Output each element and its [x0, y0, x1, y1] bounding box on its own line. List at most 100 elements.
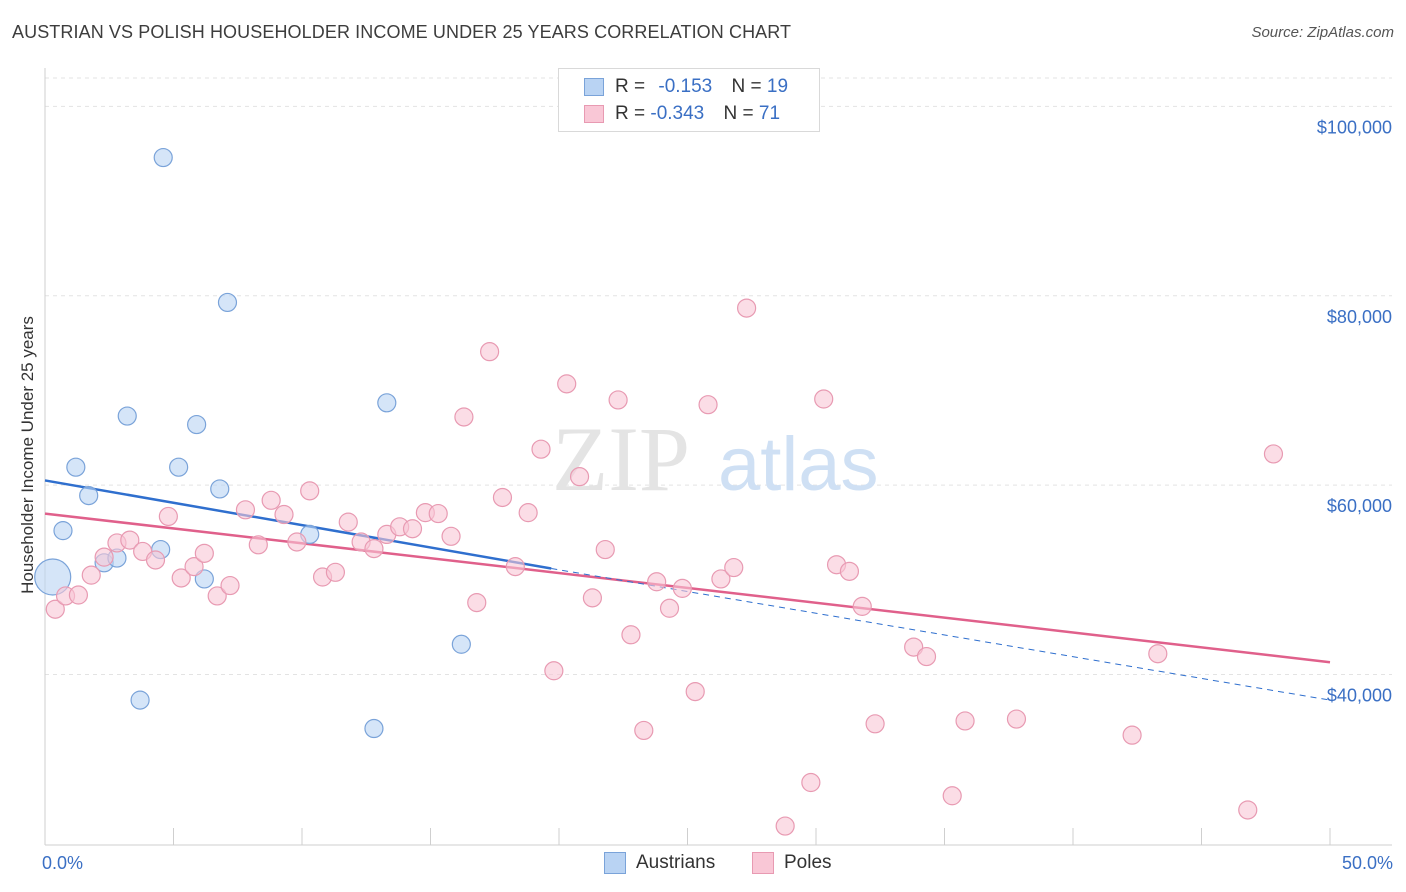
legend-n-value: 19 — [766, 76, 789, 97]
bottom-legend-label-poles: Poles — [784, 852, 832, 873]
pole-point — [220, 575, 240, 596]
pole-point — [531, 439, 551, 459]
austrian-point — [364, 718, 384, 739]
pole-point — [634, 720, 654, 741]
pole-point — [557, 374, 577, 394]
pole-point — [505, 557, 525, 577]
pole-point — [480, 342, 500, 362]
pole-point — [194, 543, 214, 563]
pole-point — [544, 661, 564, 681]
austrian-point — [217, 292, 238, 313]
pole-point — [467, 592, 487, 613]
y-tick-label: $60,000 — [1327, 496, 1392, 516]
pole-point — [261, 490, 281, 510]
bottom-legend-austrians: Austrians — [604, 852, 715, 874]
austrian-point — [169, 457, 189, 477]
legend-swatch-austrians — [584, 78, 604, 96]
pole-point — [698, 395, 718, 415]
pole-point — [1263, 444, 1284, 464]
pole-point — [428, 503, 448, 524]
legend-r-label: R = — [615, 103, 651, 124]
legend-n-label: N = — [723, 103, 759, 124]
austrian-point — [79, 485, 99, 506]
watermark-atlas: atlas — [718, 422, 879, 507]
pole-point — [582, 588, 603, 608]
pole-point — [145, 550, 166, 570]
pole-point — [300, 481, 320, 501]
pole-point — [569, 467, 590, 487]
pole-point — [852, 596, 872, 616]
legend-swatch-poles — [584, 105, 604, 123]
pole-point — [274, 504, 294, 525]
pole-point — [659, 598, 680, 618]
pole-point — [942, 786, 962, 806]
austrian-point — [117, 406, 137, 426]
pole-point — [235, 500, 256, 520]
pole-point — [441, 526, 461, 546]
legend-r-value: -0.153 — [658, 76, 713, 97]
austrian-point — [153, 147, 173, 168]
legend: R = -0.153 N = 19 R = -0.343 N = 71 — [558, 68, 820, 132]
pole-point — [454, 407, 474, 427]
legend-r-label: R = — [615, 76, 651, 97]
chart-title: AUSTRIAN VS POLISH HOUSEHOLDER INCOME UN… — [12, 22, 792, 42]
pole-point — [595, 539, 615, 560]
pole-point — [492, 487, 513, 508]
pole-point — [94, 547, 114, 567]
x-tick-label: 0.0% — [42, 853, 83, 873]
austrian-point — [53, 521, 73, 541]
pole-point — [1238, 800, 1258, 820]
source-label: Source: ZipAtlas.com — [1251, 24, 1394, 41]
pole-point — [81, 565, 101, 585]
bottom-legend-poles: Poles — [752, 852, 832, 874]
pole-point — [364, 539, 384, 559]
austrian-point — [451, 634, 471, 654]
pole-point — [158, 506, 178, 527]
legend-r-value: -0.343 — [650, 103, 705, 124]
austrian-point — [377, 393, 397, 413]
x-tick-label: 50.0% — [1342, 853, 1393, 873]
austrians-trend-extension — [551, 568, 1331, 701]
watermark-zip: ZIP — [552, 408, 690, 510]
pole-point — [518, 503, 538, 523]
austrian-point — [210, 479, 230, 499]
pole-point — [338, 512, 358, 532]
pole-point — [325, 562, 346, 582]
pole-point — [814, 389, 834, 409]
bottom-legend-swatch-austrians — [604, 852, 626, 874]
bottom-legend-label-austrians: Austrians — [636, 852, 716, 873]
pole-point — [737, 298, 757, 318]
legend-n-value: 71 — [758, 103, 781, 124]
pole-point — [1148, 644, 1168, 664]
pole-point — [287, 532, 307, 552]
pole-point — [402, 519, 423, 539]
pole-point — [608, 390, 628, 410]
pole-point — [621, 625, 641, 645]
pole-point — [248, 535, 268, 555]
data-points — [34, 147, 1284, 836]
pole-point — [839, 561, 860, 581]
y-tick-label: $40,000 — [1327, 686, 1392, 706]
pole-point — [672, 578, 692, 598]
tick-labels: $100,000 $80,000 $60,000 $40,000 0.0% 50.0% — [42, 117, 1393, 873]
pole-point — [171, 568, 191, 588]
austrian-point — [34, 558, 72, 596]
pole-point — [1122, 725, 1142, 745]
pole-point — [68, 585, 89, 605]
pole-point — [120, 530, 140, 550]
pole-point — [865, 714, 885, 734]
legend-n-label: N = — [731, 76, 767, 97]
pole-point — [904, 637, 924, 657]
pole-point — [45, 599, 65, 619]
austrians-trend-line — [44, 479, 552, 570]
austrian-point — [66, 457, 86, 477]
austrian-point — [130, 690, 150, 710]
y-tick-label: $100,000 — [1317, 117, 1392, 137]
pole-point — [685, 681, 705, 702]
pole-point — [711, 569, 731, 589]
pole-point — [916, 646, 937, 667]
watermark: ZIP atlas — [552, 408, 879, 510]
bottom-legend: Austrians Poles — [0, 852, 1406, 878]
austrian-point — [187, 414, 207, 435]
